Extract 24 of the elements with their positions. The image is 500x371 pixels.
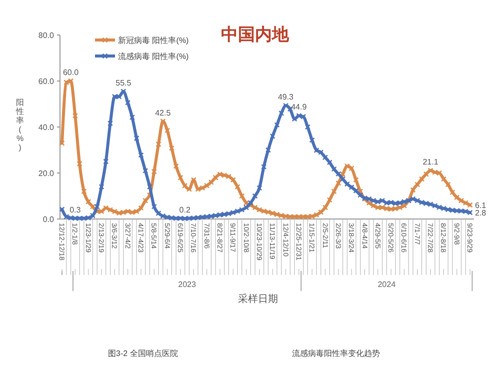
chart-title: 中国内地 <box>221 25 290 44</box>
data-label: 44.9 <box>291 102 308 112</box>
data-label: 6.1 <box>475 200 487 210</box>
legend-label: 新冠病毒 阳性率(%) <box>118 36 189 45</box>
data-label: 55.5 <box>116 78 132 88</box>
data-label: 2.8 <box>475 208 487 218</box>
data-label: 21.1 <box>422 157 439 166</box>
text: 2023 <box>178 280 196 289</box>
data-label: 42.5 <box>155 108 172 118</box>
y-tick-label: 0.0 <box>42 214 55 224</box>
y-axis-title: 阳性率(%) <box>15 98 24 152</box>
data-label: 49.3 <box>278 92 294 102</box>
data-label: 60.0 <box>62 68 80 77</box>
caption: 图3-2 全国哨点医院 <box>108 349 178 358</box>
data-label: 0.3 <box>70 205 82 214</box>
text: 2024 <box>378 280 396 289</box>
y-tick-label: 40.0 <box>38 122 55 132</box>
y-tick-label: 20.0 <box>38 168 55 178</box>
y-tick-label: 60.0 <box>38 76 55 86</box>
text: 流感病毒阳性率变化趋势 <box>292 349 380 358</box>
x-axis-title: 采样日期 <box>238 293 278 305</box>
legend-label: 流感病毒 阳性率(%) <box>118 52 189 61</box>
data-label: 0.2 <box>179 206 191 215</box>
y-tick-label: 80.0 <box>38 30 55 40</box>
